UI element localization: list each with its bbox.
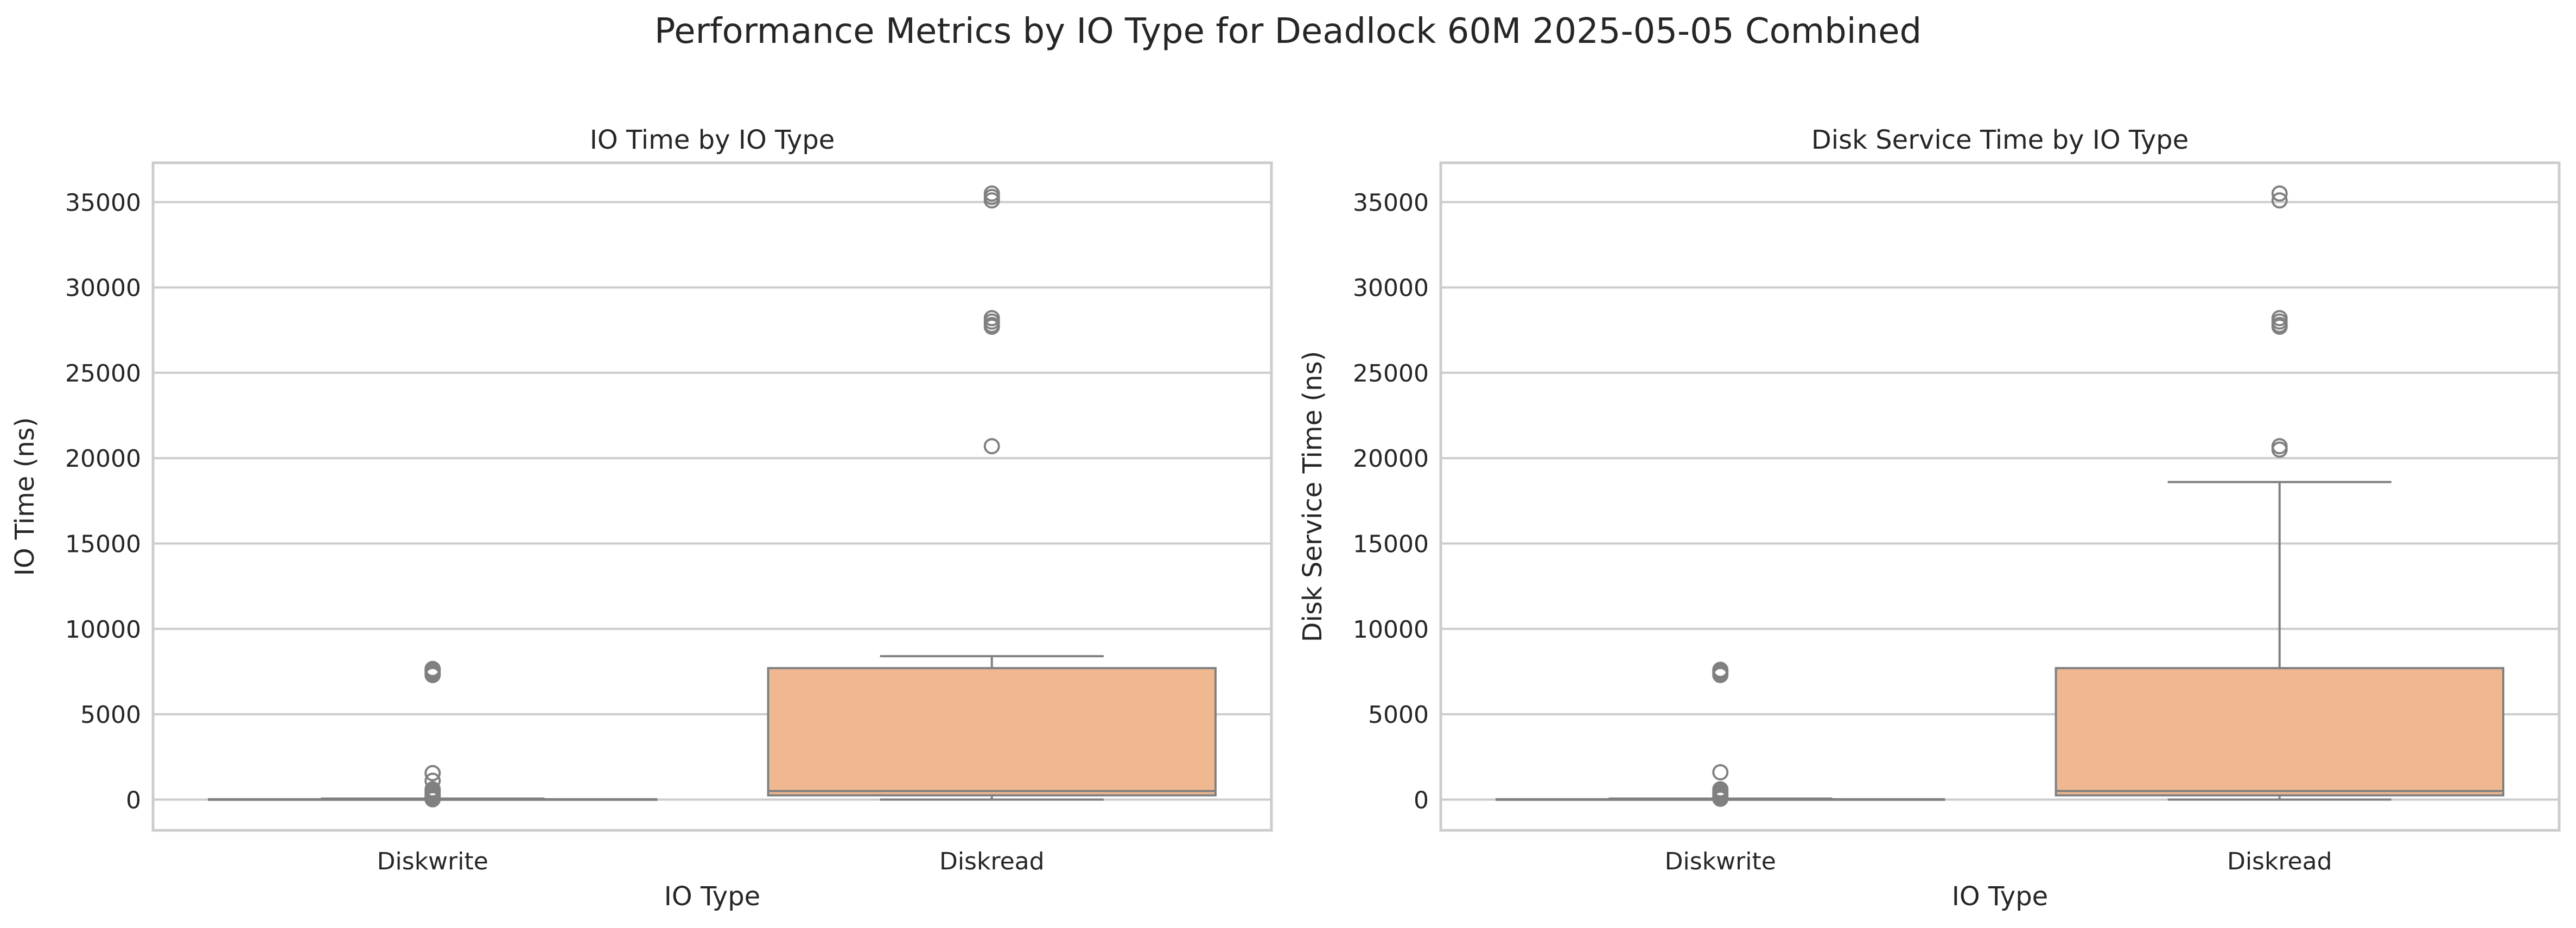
- outlier-point: [424, 660, 441, 677]
- outlier-point: [2271, 192, 2288, 209]
- y-tick-label: 5000: [80, 701, 141, 729]
- y-axis-label: IO Time (ns): [10, 417, 40, 576]
- y-tick-label: 30000: [65, 275, 141, 302]
- panel-title: IO Time by IO Type: [590, 125, 835, 155]
- x-axis-label: IO Type: [1952, 881, 2048, 912]
- panel-title: Disk Service Time by IO Type: [1811, 125, 2189, 155]
- outlier-point: [2271, 318, 2288, 335]
- y-tick-label: 10000: [65, 616, 141, 644]
- box-diskread: [2055, 667, 2504, 797]
- plot-frame: [151, 161, 1273, 832]
- outlier-point: [1712, 662, 1729, 678]
- outlier-point: [983, 185, 1000, 202]
- y-tick-label: 15000: [65, 531, 141, 558]
- figure-title: Performance Metrics by IO Type for Deadl…: [654, 11, 1922, 52]
- outlier-point: [2271, 441, 2288, 458]
- x-tick-label: Diskwrite: [377, 848, 488, 875]
- x-tick-label: Diskread: [939, 848, 1045, 875]
- y-tick-label: 15000: [1353, 531, 1429, 558]
- outlier-point: [1712, 790, 1729, 807]
- y-tick-label: 20000: [1353, 445, 1429, 473]
- outlier-point: [983, 438, 1000, 455]
- outlier-point: [2271, 185, 2288, 202]
- x-axis-label: IO Type: [664, 881, 760, 912]
- outlier-point: [983, 318, 1000, 335]
- x-tick-label: Diskwrite: [1665, 848, 1776, 875]
- y-tick-label: 5000: [1368, 701, 1429, 729]
- y-tick-label: 35000: [65, 189, 141, 217]
- y-tick-label: 35000: [1353, 189, 1429, 217]
- y-tick-label: 0: [126, 786, 141, 814]
- y-tick-label: 30000: [1353, 275, 1429, 302]
- outlier-point: [424, 791, 441, 808]
- x-tick-label: Diskread: [2227, 848, 2332, 875]
- outlier-point: [424, 765, 441, 781]
- y-tick-label: 20000: [65, 445, 141, 473]
- y-tick-label: 0: [1414, 786, 1429, 814]
- plot-frame: [1439, 161, 2561, 832]
- y-axis-label: Disk Service Time (ns): [1297, 351, 1328, 643]
- y-tick-label: 25000: [65, 360, 141, 387]
- y-tick-label: 25000: [1353, 360, 1429, 387]
- y-tick-label: 10000: [1353, 616, 1429, 644]
- box-diskread: [767, 667, 1217, 797]
- outlier-point: [1712, 764, 1729, 781]
